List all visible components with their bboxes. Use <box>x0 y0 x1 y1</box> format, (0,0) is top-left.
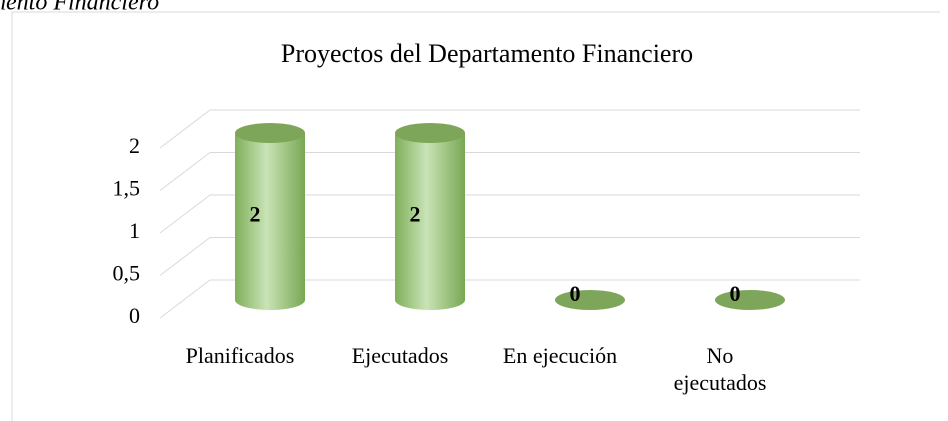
caption: nento Financiero <box>0 0 159 16</box>
y-tick-label: 0,5 <box>113 261 141 286</box>
x-tick-label: En ejecución <box>502 343 618 368</box>
y-tick-label: 0 <box>129 303 140 328</box>
bar-body <box>235 133 305 310</box>
grid-line <box>159 279 211 319</box>
bar <box>555 290 625 310</box>
bar <box>235 123 305 310</box>
x-tick-label: Planificados <box>185 343 295 368</box>
bar-top <box>395 123 465 143</box>
bar-top <box>235 123 305 143</box>
grid-line <box>159 109 211 149</box>
x-tick-label: Ejecutados <box>351 343 449 368</box>
bar <box>715 290 785 310</box>
chart-title: Proyectos del Departamento Financiero <box>281 39 693 68</box>
value-label: 0 <box>730 281 741 306</box>
y-tick-label: 2 <box>129 133 140 158</box>
value-label: 2 <box>410 202 421 227</box>
y-tick-label: 1 <box>129 218 140 243</box>
y-tick-label: 1,5 <box>113 176 141 201</box>
x-tick-label: No ejecutados <box>673 343 767 395</box>
grid-line <box>159 237 211 276</box>
grid-line <box>159 152 211 191</box>
bar-body <box>395 133 465 310</box>
chart-border <box>11 11 940 421</box>
bar-top <box>715 290 785 310</box>
bar-top <box>555 290 625 310</box>
value-label: 2 <box>250 202 261 227</box>
grid-line <box>159 194 211 234</box>
value-label: 0 <box>570 281 581 306</box>
bar <box>395 123 465 310</box>
